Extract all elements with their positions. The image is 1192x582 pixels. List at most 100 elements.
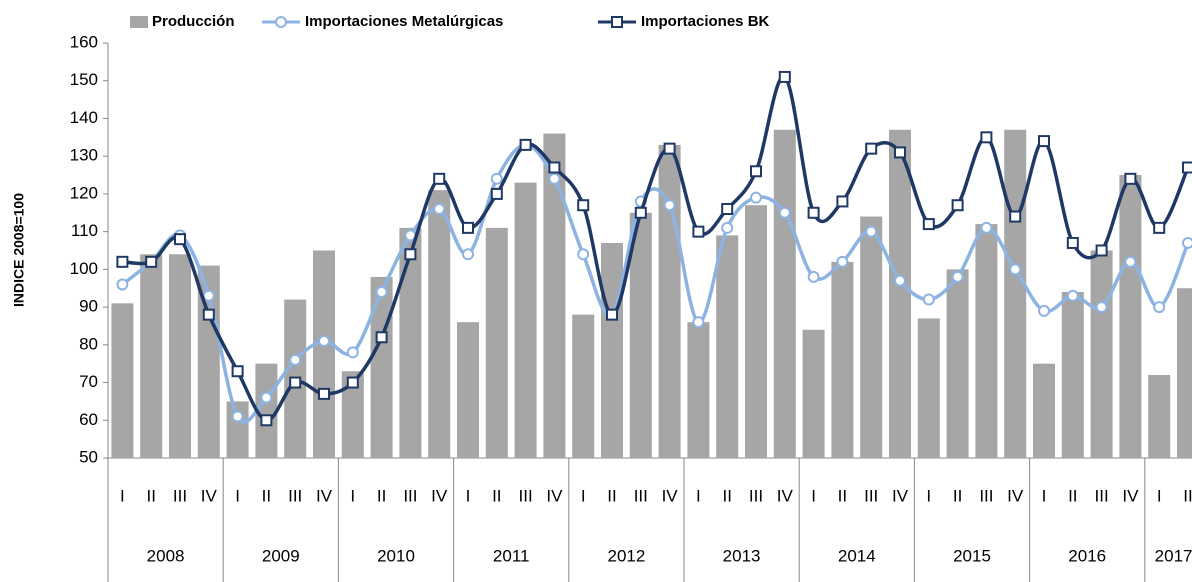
legend-label: Importaciones Metalúrgicas — [305, 13, 503, 30]
marker — [951, 270, 964, 283]
bar — [860, 216, 883, 458]
marker — [289, 353, 302, 366]
y-tick-label: 160 — [70, 32, 98, 51]
legend-swatch — [130, 16, 148, 28]
bar — [831, 261, 854, 458]
y-tick-label: 130 — [70, 146, 98, 165]
marker — [1038, 304, 1050, 317]
marker — [750, 165, 762, 178]
marker — [260, 414, 273, 427]
marker — [202, 308, 215, 321]
marker — [548, 172, 561, 185]
marker — [1124, 172, 1137, 185]
x-tick-label: III — [979, 486, 993, 505]
bar — [543, 133, 566, 458]
marker — [433, 172, 446, 185]
marker — [404, 248, 417, 261]
year-label: 2014 — [838, 546, 876, 565]
marker — [865, 225, 878, 238]
bar — [946, 269, 969, 458]
bar — [428, 190, 451, 459]
x-tick-label: III — [634, 486, 648, 505]
x-tick-label: I — [466, 486, 471, 505]
bar — [370, 276, 393, 458]
marker — [807, 270, 820, 283]
x-tick-label: II — [146, 486, 155, 505]
x-tick-label: II — [1183, 486, 1192, 505]
marker — [202, 289, 215, 302]
marker — [145, 255, 158, 268]
x-tick-label: I — [581, 486, 586, 505]
marker — [116, 255, 129, 268]
x-tick-label: II — [953, 486, 962, 505]
line — [122, 75, 1190, 422]
legend-label: Importaciones BK — [641, 13, 770, 30]
bar — [1177, 288, 1192, 458]
marker — [462, 248, 474, 261]
year-label: 2008 — [147, 546, 185, 565]
x-tick-label: I — [696, 486, 701, 505]
bar — [1033, 363, 1055, 458]
legend-label: Producción — [152, 13, 235, 30]
x-tick-label: I — [926, 486, 931, 505]
y-axis-label: INDICE 2008=100 — [11, 193, 27, 307]
legend-marker — [611, 16, 623, 28]
x-tick-label: II — [722, 486, 731, 505]
bar — [601, 242, 623, 458]
marker — [980, 131, 993, 144]
bar — [1119, 175, 1142, 458]
year-label: 2012 — [607, 546, 645, 565]
marker — [778, 206, 791, 219]
marker — [1066, 236, 1079, 249]
marker — [1124, 255, 1137, 268]
bar — [111, 303, 134, 458]
marker — [980, 221, 993, 234]
x-tick-label: II — [377, 486, 386, 505]
bar — [226, 401, 249, 458]
marker — [231, 365, 244, 378]
x-tick-label: IV — [777, 486, 794, 505]
y-tick-label: 70 — [79, 372, 98, 391]
marker — [433, 203, 446, 215]
y-tick-label: 120 — [70, 183, 98, 202]
bar — [169, 254, 191, 458]
x-tick-label: IV — [662, 486, 679, 505]
marker — [346, 376, 359, 389]
x-tick-label: I — [235, 486, 240, 505]
marker — [922, 218, 935, 231]
y-tick-label: 80 — [79, 334, 98, 353]
year-label: 2013 — [723, 546, 761, 565]
marker — [577, 248, 590, 261]
bar — [341, 371, 364, 458]
marker — [692, 316, 705, 329]
x-tick-label: IV — [1122, 486, 1139, 505]
y-tick-label: 50 — [79, 447, 98, 466]
marker — [634, 206, 647, 219]
x-tick-label: II — [1068, 486, 1077, 505]
marker — [721, 221, 734, 234]
bar — [140, 254, 163, 458]
bar — [485, 227, 508, 458]
x-tick-label: I — [811, 486, 816, 505]
marker — [836, 195, 849, 208]
y-tick-label: 110 — [71, 221, 98, 240]
marker — [750, 191, 762, 204]
year-label: 2011 — [493, 546, 530, 565]
marker — [836, 255, 849, 268]
bar — [255, 363, 278, 458]
bar — [399, 227, 422, 458]
bar — [572, 314, 595, 458]
marker — [807, 206, 820, 219]
bar — [687, 322, 710, 458]
x-tick-label: III — [1095, 486, 1109, 505]
x-tick-label: I — [120, 486, 125, 505]
bar — [313, 250, 335, 458]
marker — [289, 376, 302, 389]
year-label: 2009 — [262, 546, 300, 565]
x-tick-label: II — [262, 486, 271, 505]
marker — [606, 308, 618, 321]
marker — [375, 286, 388, 298]
bar — [1148, 375, 1171, 458]
legend-marker — [275, 16, 287, 28]
